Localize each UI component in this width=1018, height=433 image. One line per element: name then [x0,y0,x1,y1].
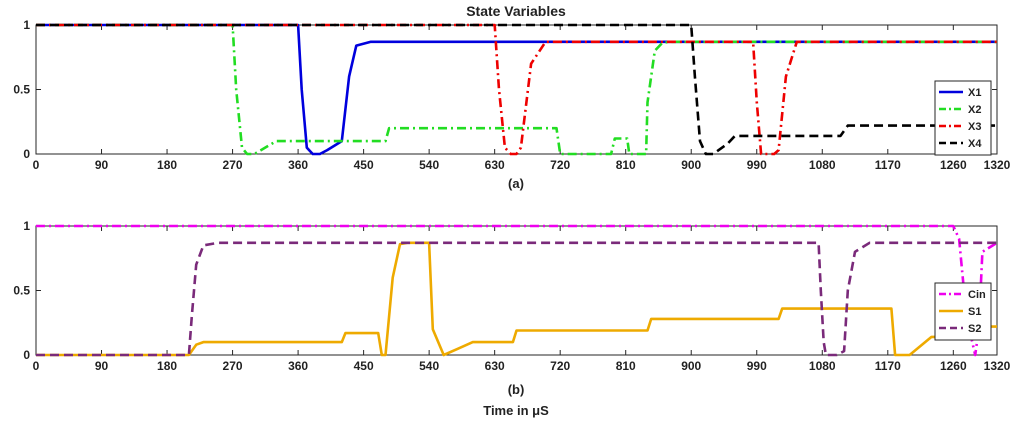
x-tick-label: 90 [95,359,109,373]
series-line-s1 [36,241,997,357]
x-tick-label: 1170 [875,359,901,373]
legend-label-x3: X3 [968,121,981,133]
y-tick-label: 1 [23,18,30,32]
x-tick-label: 720 [550,158,570,172]
panel-a-title: State Variables [466,3,566,19]
x-tick-label: 990 [747,158,767,172]
x-tick-label: 450 [354,158,374,172]
series-line-x3 [36,23,997,156]
axes-frame [35,24,998,155]
series-line-x2 [36,23,997,156]
legend-label-x2: X2 [968,104,981,116]
x-tick-label: 540 [419,158,439,172]
panel-a-label: (a) [508,176,524,191]
x-tick-label: 720 [550,359,570,373]
x-tick-label: 90 [95,158,109,172]
y-tick-label: 0.5 [13,83,30,97]
x-tick-label: 360 [288,158,308,172]
x-tick-label: 0 [33,158,40,172]
x-tick-label: 990 [747,359,767,373]
x-axis-label: Time in μS [483,403,549,418]
legend-label-s1: S1 [968,306,981,318]
x-tick-label: 540 [419,359,439,373]
x-tick-label: 630 [485,158,505,172]
y-tick-label: 0 [23,147,30,161]
x-tick-label: 1320 [984,359,1011,373]
series-line-x1 [36,23,997,156]
x-tick-label: 900 [681,359,701,373]
x-tick-label: 810 [616,359,636,373]
x-tick-label: 1170 [875,158,901,172]
legend-label-x4: X4 [968,138,982,150]
x-tick-label: 630 [485,359,505,373]
x-tick-label: 180 [157,359,177,373]
panel-b-plot: 0 90 180 270 360 450 540 630 720 810 900 990 1080 117… [13,219,1010,373]
x-tick-label: 360 [288,359,308,373]
x-tick-label: 450 [354,359,374,373]
legend-label-cin: Cin [968,289,986,301]
x-tick-label: 1320 [984,158,1011,172]
x-tick-label: 1080 [809,158,836,172]
panel-a-plot: 0 90 180 270 360 450 540 630 720 810 900 990 1080 117… [13,18,1010,172]
legend-label-s2: S2 [968,323,981,335]
x-tick-label: 270 [223,158,243,172]
x-tick-label: 1260 [940,158,967,172]
series-line-cin [36,224,997,357]
axes-frame [35,225,998,356]
x-tick-label: 0 [33,359,40,373]
x-tick-label: 1260 [940,359,967,373]
legend: Cin S1 S2 [934,282,992,341]
panel-b-label: (b) [508,382,525,397]
y-tick-label: 0.5 [13,284,30,298]
series-line-s2 [36,241,997,357]
y-tick-label: 1 [23,219,30,233]
series-line-x4 [36,23,997,156]
x-tick-label: 270 [223,359,243,373]
y-tick-label: 0 [23,348,30,362]
x-tick-label: 1080 [809,359,836,373]
x-tick-label: 810 [616,158,636,172]
x-tick-label: 180 [157,158,177,172]
x-tick-label: 900 [681,158,701,172]
legend-label-x1: X1 [968,87,981,99]
legend: X1 X2 X3 X4 [934,80,992,156]
